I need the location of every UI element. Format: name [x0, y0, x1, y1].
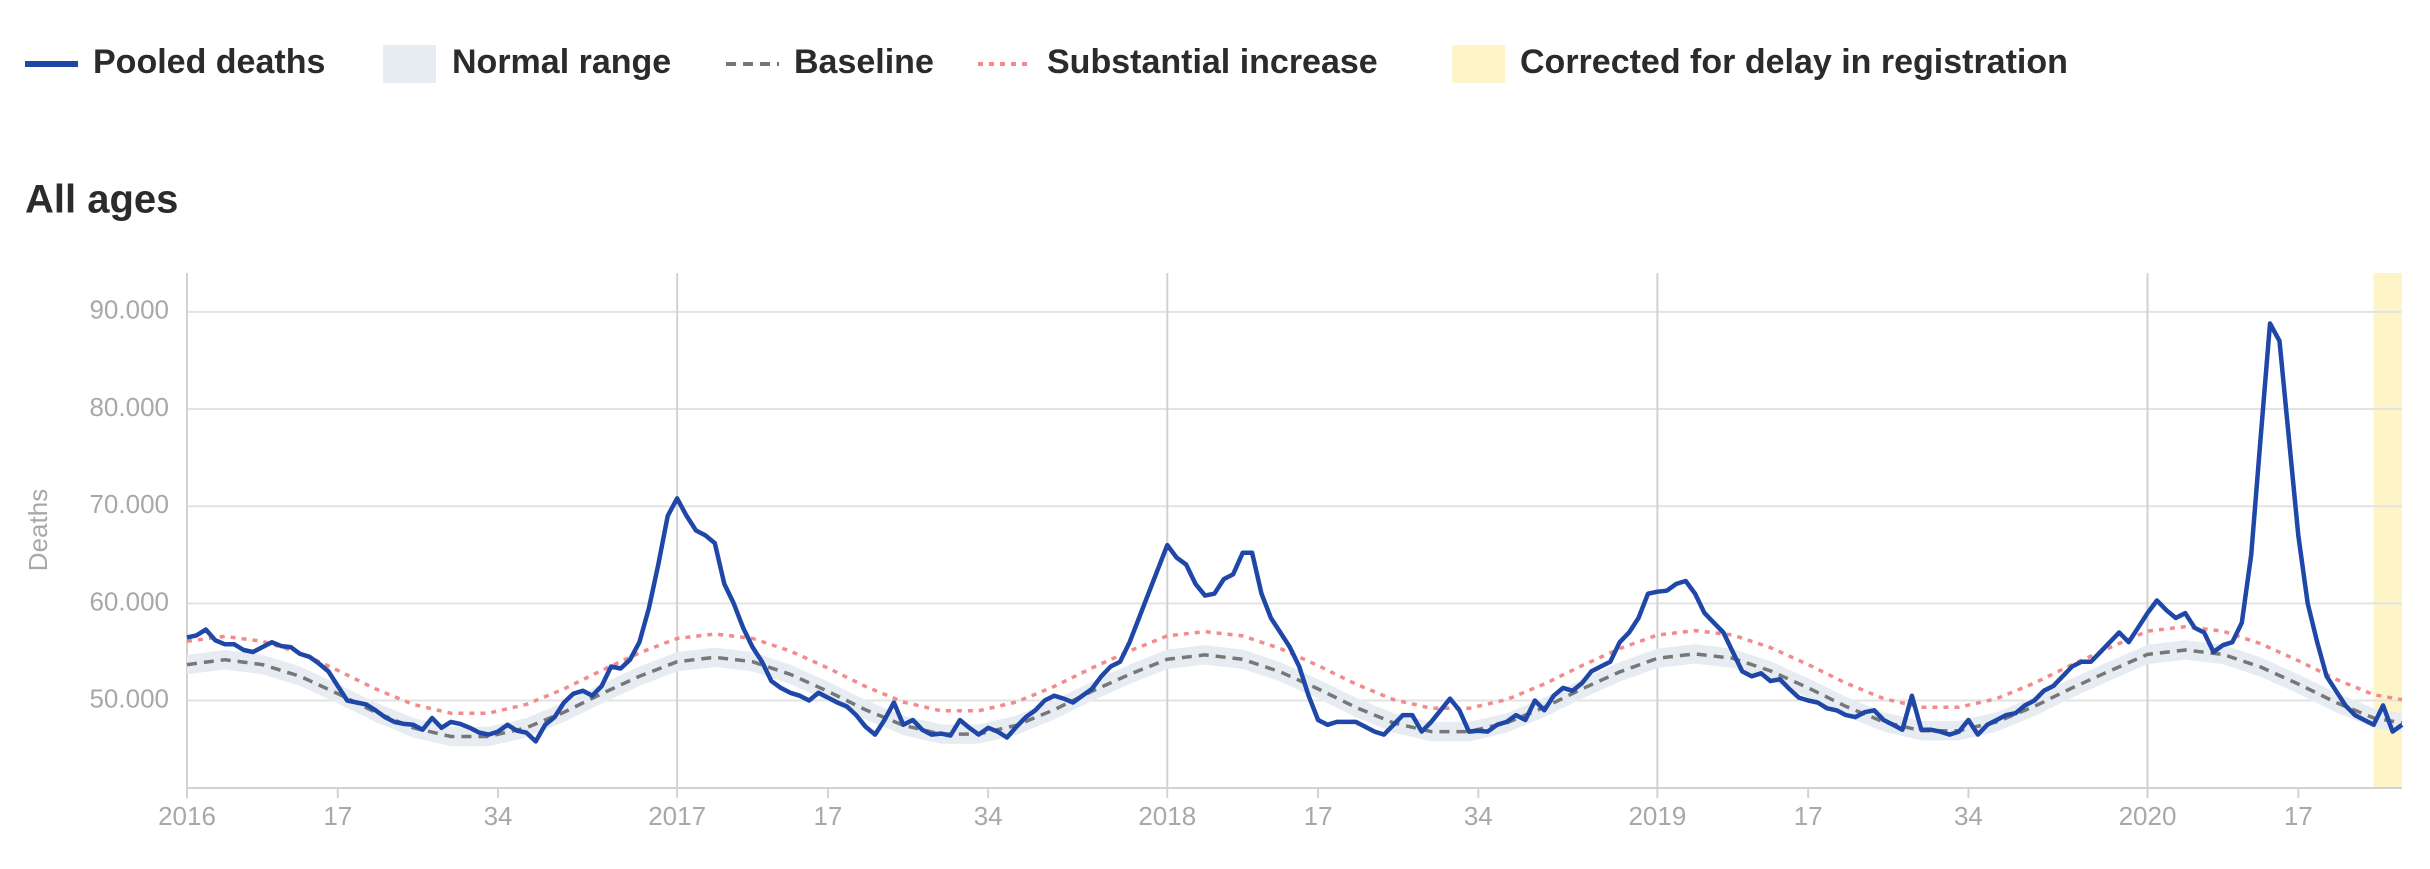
y-tick-label: 80.000	[89, 392, 169, 422]
reference-line	[186, 624, 2403, 715]
x-tick-label: 2020	[2119, 801, 2177, 831]
x-tick-label: 17	[323, 801, 352, 831]
x-tick-label: 34	[1464, 801, 1493, 831]
reference-line	[186, 648, 2403, 739]
legend-label: Normal range	[452, 43, 671, 81]
x-tick-label: 17	[1794, 801, 1823, 831]
x-tick-label: 34	[484, 801, 513, 831]
x-tick-label: 17	[2284, 801, 2313, 831]
y-tick-label: 60.000	[89, 586, 169, 616]
data-line	[186, 321, 2404, 744]
y-tick-label: 90.000	[89, 295, 169, 325]
legend-label: Pooled deaths	[93, 43, 325, 81]
x-tick-label: 34	[974, 801, 1003, 831]
legend-label: Substantial increase	[1047, 43, 1378, 81]
y-tick-label: 50.000	[89, 683, 169, 713]
chart-title: All ages	[25, 178, 178, 222]
x-tick-label: 17	[1304, 801, 1333, 831]
highlight-region	[2373, 273, 2402, 788]
legend-label: Corrected for delay in registration	[1520, 43, 2068, 81]
x-tick-label: 2016	[158, 801, 216, 831]
x-tick-label: 17	[813, 801, 842, 831]
legend-swatch	[1452, 45, 1505, 83]
x-tick-label: 34	[1954, 801, 1983, 831]
legend-swatch	[383, 45, 436, 83]
x-tick-label: 2019	[1628, 801, 1686, 831]
normal-range-band	[187, 640, 2402, 747]
y-tick-label: 70.000	[89, 489, 169, 519]
x-tick-label: 2017	[648, 801, 706, 831]
legend-label: Baseline	[794, 43, 934, 81]
y-axis-label: Deaths	[23, 489, 53, 571]
x-tick-label: 2018	[1138, 801, 1196, 831]
